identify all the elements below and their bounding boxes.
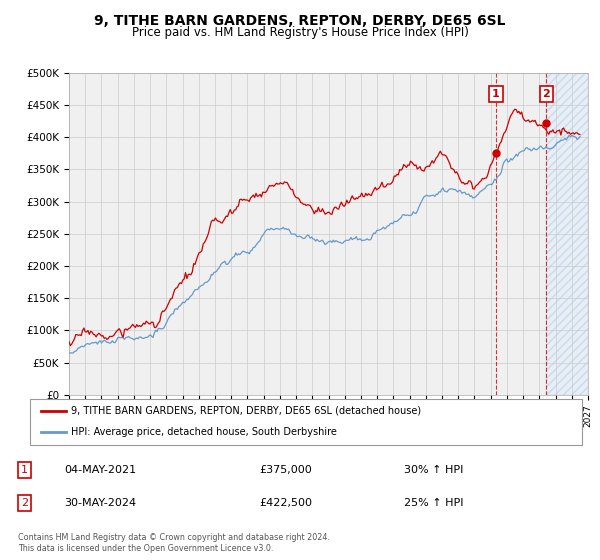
Bar	[546, 73, 588, 395]
Text: £422,500: £422,500	[260, 498, 313, 508]
Text: 2: 2	[20, 498, 28, 508]
Text: 30-MAY-2024: 30-MAY-2024	[64, 498, 136, 508]
Text: 1: 1	[492, 88, 500, 99]
Text: Contains HM Land Registry data © Crown copyright and database right 2024.
This d: Contains HM Land Registry data © Crown c…	[18, 533, 330, 553]
Text: £375,000: £375,000	[260, 465, 313, 475]
Text: 2: 2	[542, 88, 550, 99]
Bar	[546, 73, 588, 395]
Text: 30% ↑ HPI: 30% ↑ HPI	[404, 465, 463, 475]
Text: 9, TITHE BARN GARDENS, REPTON, DERBY, DE65 6SL (detached house): 9, TITHE BARN GARDENS, REPTON, DERBY, DE…	[71, 406, 422, 416]
Text: 9, TITHE BARN GARDENS, REPTON, DERBY, DE65 6SL: 9, TITHE BARN GARDENS, REPTON, DERBY, DE…	[94, 14, 506, 28]
Text: 04-MAY-2021: 04-MAY-2021	[64, 465, 136, 475]
Text: 25% ↑ HPI: 25% ↑ HPI	[404, 498, 463, 508]
Text: Price paid vs. HM Land Registry's House Price Index (HPI): Price paid vs. HM Land Registry's House …	[131, 26, 469, 39]
Text: HPI: Average price, detached house, South Derbyshire: HPI: Average price, detached house, Sout…	[71, 427, 337, 437]
Text: 1: 1	[20, 465, 28, 475]
FancyBboxPatch shape	[30, 399, 582, 445]
